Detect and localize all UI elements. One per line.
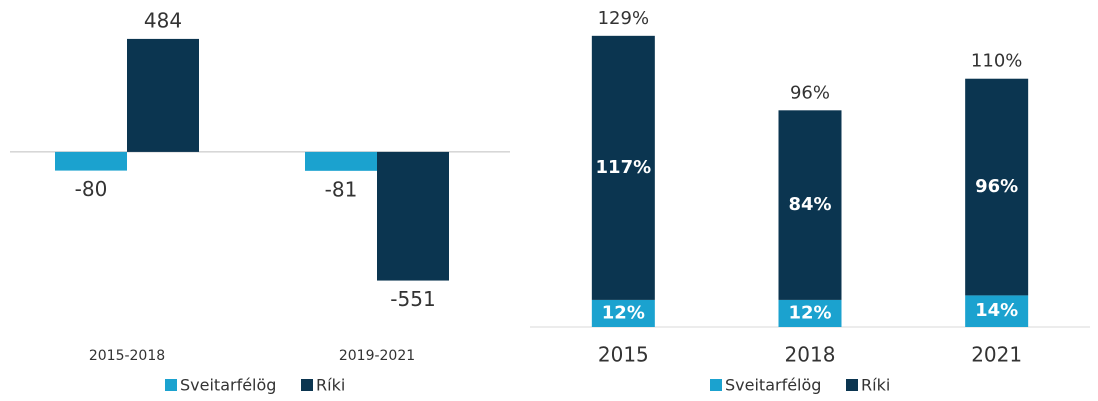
bar xyxy=(55,151,127,171)
segment-label: 96% xyxy=(975,176,1018,197)
segment-label: 84% xyxy=(788,194,831,215)
total-label: 110% xyxy=(971,51,1022,72)
x-tick-label: 2015 xyxy=(598,343,649,367)
legend-label: Ríki xyxy=(861,376,890,395)
bar-segment xyxy=(778,110,842,300)
legend-swatch xyxy=(165,379,177,391)
legend-swatch xyxy=(710,379,722,391)
bar xyxy=(305,151,377,171)
x-tick-label: 2015-2018 xyxy=(89,348,165,364)
x-tick-label: 2018 xyxy=(785,343,836,367)
legend-label: Sveitarfélög xyxy=(180,376,276,395)
segment-label: 12% xyxy=(788,302,831,323)
total-label: 129% xyxy=(598,8,649,29)
bar-segment xyxy=(591,35,655,300)
data-label: -551 xyxy=(390,287,435,311)
data-label: 484 xyxy=(144,8,182,32)
legend-label: Ríki xyxy=(316,376,345,395)
data-label: -81 xyxy=(325,177,358,201)
legend-swatch xyxy=(301,379,313,391)
bar-segment xyxy=(778,299,842,327)
segment-label: 14% xyxy=(975,300,1018,321)
legend-swatch xyxy=(846,379,858,391)
data-label: -80 xyxy=(75,177,108,201)
segment-label: 117% xyxy=(596,157,652,178)
bar xyxy=(127,38,199,152)
x-tick-label: 2019-2021 xyxy=(339,348,415,364)
total-label: 96% xyxy=(790,82,830,103)
bar xyxy=(377,151,449,281)
segment-label: 12% xyxy=(602,302,645,323)
legend-label: Sveitarfélög xyxy=(725,376,821,395)
bar-segment xyxy=(591,299,655,327)
x-tick-label: 2021 xyxy=(971,343,1022,367)
bar-segment xyxy=(965,78,1029,296)
bar-segment xyxy=(965,295,1029,327)
